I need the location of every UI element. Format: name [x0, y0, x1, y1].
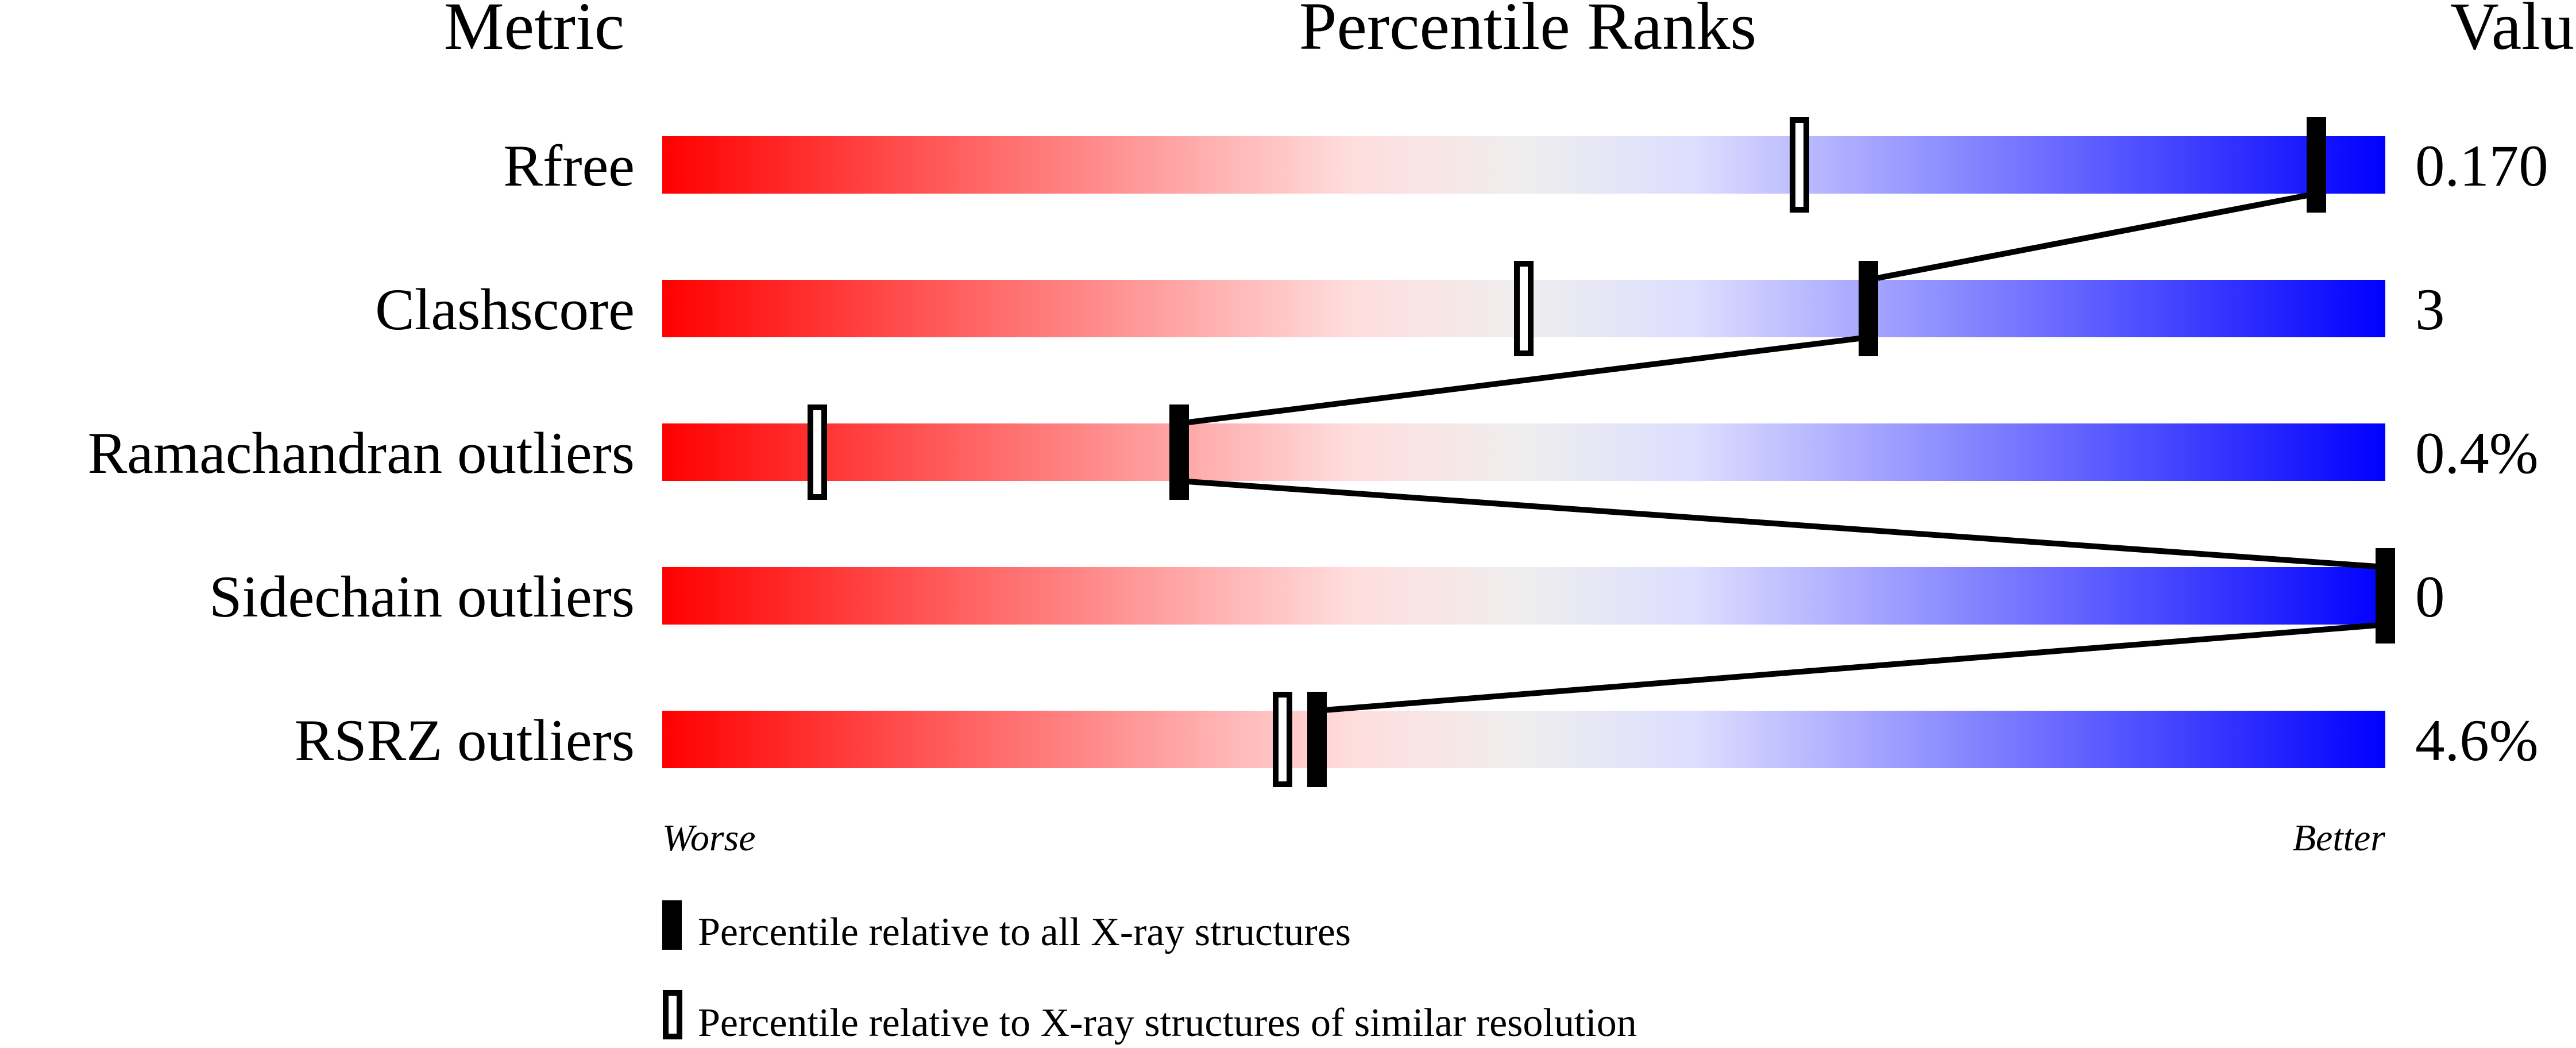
percentile-bar [662, 711, 2385, 768]
percentile-bar [662, 423, 2385, 481]
legend-filled-label: Percentile relative to all X-ray structu… [698, 910, 1351, 954]
legend-open-marker [663, 990, 682, 1039]
connector-line [1316, 622, 2386, 714]
marker-similar-resolution [808, 404, 827, 500]
metric-label: Ramachandran outliers [88, 421, 635, 486]
metric-label: Clashscore [375, 277, 635, 342]
connector-line [1179, 478, 2386, 570]
header-value: Value [2450, 0, 2576, 64]
legend-filled-marker [662, 900, 682, 950]
metric-label: Sidechain outliers [209, 564, 635, 630]
metric-value: 4.6% [2415, 708, 2539, 773]
metric-value: 0 [2415, 564, 2445, 630]
axis-better-label: Better [2293, 817, 2386, 859]
marker-all-structures [1307, 692, 1327, 787]
marker-similar-resolution [1790, 117, 1809, 213]
marker-all-structures [1169, 404, 1189, 500]
marker-all-structures [2376, 548, 2395, 644]
marker-similar-resolution [1514, 261, 1534, 356]
percentile-bar [662, 136, 2385, 194]
connector-line [1179, 334, 1869, 426]
metric-label: Rfree [503, 133, 635, 199]
header-metric: Metric [444, 0, 625, 64]
header-percentile: Percentile Ranks [1299, 0, 1756, 64]
marker-similar-resolution [1273, 692, 1292, 787]
metric-label: RSRZ outliers [295, 708, 635, 773]
metric-value: 0.4% [2415, 421, 2539, 486]
legend-open-label: Percentile relative to X-ray structures … [698, 1001, 1637, 1045]
metric-value: 3 [2415, 277, 2445, 342]
axis-worse-label: Worse [662, 817, 756, 859]
percentile-bar [662, 567, 2385, 625]
connector-line [1868, 191, 2317, 283]
marker-all-structures [1859, 261, 1878, 356]
marker-all-structures [2307, 117, 2326, 213]
metric-value: 0.170 [2415, 133, 2548, 199]
